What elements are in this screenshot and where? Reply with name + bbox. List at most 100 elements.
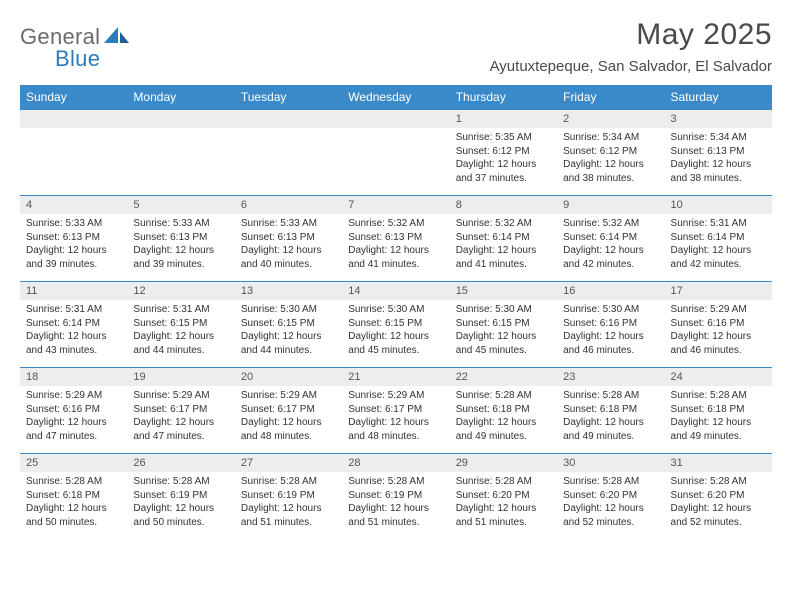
- calendar-day-cell: 20Sunrise: 5:29 AMSunset: 6:17 PMDayligh…: [235, 367, 342, 453]
- day-number: 27: [235, 454, 342, 472]
- day-number: 1: [450, 110, 557, 128]
- sunset-text: Sunset: 6:20 PM: [456, 489, 551, 503]
- sunset-text: Sunset: 6:18 PM: [563, 403, 658, 417]
- calendar-day-cell: 9Sunrise: 5:32 AMSunset: 6:14 PMDaylight…: [557, 195, 664, 281]
- weekday-header: Tuesday: [235, 85, 342, 109]
- sunrise-text: Sunrise: 5:35 AM: [456, 131, 551, 145]
- sunrise-text: Sunrise: 5:29 AM: [671, 303, 766, 317]
- sunset-text: Sunset: 6:15 PM: [133, 317, 228, 331]
- calendar-day-cell: 26Sunrise: 5:28 AMSunset: 6:19 PMDayligh…: [127, 453, 234, 539]
- weekday-header: Saturday: [665, 85, 772, 109]
- sunrise-text: Sunrise: 5:28 AM: [456, 389, 551, 403]
- daylight-text: Daylight: 12 hours and 49 minutes.: [563, 416, 658, 443]
- day-number: 14: [342, 282, 449, 300]
- day-details: Sunrise: 5:31 AMSunset: 6:14 PMDaylight:…: [665, 214, 772, 275]
- calendar-day-cell: 19Sunrise: 5:29 AMSunset: 6:17 PMDayligh…: [127, 367, 234, 453]
- day-number: 16: [557, 282, 664, 300]
- day-details: Sunrise: 5:28 AMSunset: 6:19 PMDaylight:…: [235, 472, 342, 533]
- calendar-day-cell: 27Sunrise: 5:28 AMSunset: 6:19 PMDayligh…: [235, 453, 342, 539]
- sunset-text: Sunset: 6:14 PM: [456, 231, 551, 245]
- day-details: Sunrise: 5:28 AMSunset: 6:18 PMDaylight:…: [20, 472, 127, 533]
- day-details: Sunrise: 5:28 AMSunset: 6:18 PMDaylight:…: [450, 386, 557, 447]
- sunrise-text: Sunrise: 5:31 AM: [26, 303, 121, 317]
- logo-text-blue: Blue: [55, 46, 100, 72]
- day-number: 30: [557, 454, 664, 472]
- calendar-day-cell: 8Sunrise: 5:32 AMSunset: 6:14 PMDaylight…: [450, 195, 557, 281]
- day-number: 10: [665, 196, 772, 214]
- sunrise-text: Sunrise: 5:29 AM: [348, 389, 443, 403]
- calendar-day-cell: 7Sunrise: 5:32 AMSunset: 6:13 PMDaylight…: [342, 195, 449, 281]
- daylight-text: Daylight: 12 hours and 49 minutes.: [456, 416, 551, 443]
- sunset-text: Sunset: 6:15 PM: [348, 317, 443, 331]
- day-details: Sunrise: 5:34 AMSunset: 6:13 PMDaylight:…: [665, 128, 772, 189]
- calendar-day-cell: [20, 109, 127, 195]
- day-number: 28: [342, 454, 449, 472]
- day-number: 19: [127, 368, 234, 386]
- sunrise-text: Sunrise: 5:33 AM: [26, 217, 121, 231]
- calendar-header-row: Sunday Monday Tuesday Wednesday Thursday…: [20, 85, 772, 109]
- sunset-text: Sunset: 6:16 PM: [563, 317, 658, 331]
- day-number: 11: [20, 282, 127, 300]
- day-number: 18: [20, 368, 127, 386]
- daylight-text: Daylight: 12 hours and 39 minutes.: [133, 244, 228, 271]
- page: General Blue May 2025 Ayutuxtepeque, San…: [0, 0, 792, 539]
- day-number: 24: [665, 368, 772, 386]
- day-number: 8: [450, 196, 557, 214]
- day-details: Sunrise: 5:30 AMSunset: 6:16 PMDaylight:…: [557, 300, 664, 361]
- sunrise-text: Sunrise: 5:30 AM: [563, 303, 658, 317]
- calendar-day-cell: 22Sunrise: 5:28 AMSunset: 6:18 PMDayligh…: [450, 367, 557, 453]
- calendar-day-cell: 29Sunrise: 5:28 AMSunset: 6:20 PMDayligh…: [450, 453, 557, 539]
- calendar-table: Sunday Monday Tuesday Wednesday Thursday…: [20, 85, 772, 539]
- sunrise-text: Sunrise: 5:30 AM: [456, 303, 551, 317]
- day-details: Sunrise: 5:28 AMSunset: 6:18 PMDaylight:…: [665, 386, 772, 447]
- day-number: [127, 110, 234, 128]
- calendar-day-cell: 17Sunrise: 5:29 AMSunset: 6:16 PMDayligh…: [665, 281, 772, 367]
- calendar-day-cell: 31Sunrise: 5:28 AMSunset: 6:20 PMDayligh…: [665, 453, 772, 539]
- weekday-header: Monday: [127, 85, 234, 109]
- location: Ayutuxtepeque, San Salvador, El Salvador: [490, 58, 772, 75]
- calendar-day-cell: 24Sunrise: 5:28 AMSunset: 6:18 PMDayligh…: [665, 367, 772, 453]
- logo-sail-icon: [104, 25, 130, 50]
- sunrise-text: Sunrise: 5:31 AM: [671, 217, 766, 231]
- day-details: Sunrise: 5:28 AMSunset: 6:18 PMDaylight:…: [557, 386, 664, 447]
- daylight-text: Daylight: 12 hours and 51 minutes.: [456, 502, 551, 529]
- header: General Blue May 2025 Ayutuxtepeque, San…: [20, 18, 772, 75]
- sunrise-text: Sunrise: 5:28 AM: [241, 475, 336, 489]
- calendar-day-cell: 10Sunrise: 5:31 AMSunset: 6:14 PMDayligh…: [665, 195, 772, 281]
- sunset-text: Sunset: 6:18 PM: [456, 403, 551, 417]
- day-details: Sunrise: 5:30 AMSunset: 6:15 PMDaylight:…: [450, 300, 557, 361]
- sunrise-text: Sunrise: 5:28 AM: [563, 475, 658, 489]
- day-number: 17: [665, 282, 772, 300]
- sunset-text: Sunset: 6:17 PM: [241, 403, 336, 417]
- day-details: Sunrise: 5:29 AMSunset: 6:16 PMDaylight:…: [20, 386, 127, 447]
- sunrise-text: Sunrise: 5:32 AM: [456, 217, 551, 231]
- day-details: Sunrise: 5:33 AMSunset: 6:13 PMDaylight:…: [235, 214, 342, 275]
- sunset-text: Sunset: 6:14 PM: [671, 231, 766, 245]
- day-details: Sunrise: 5:34 AMSunset: 6:12 PMDaylight:…: [557, 128, 664, 189]
- sunset-text: Sunset: 6:15 PM: [456, 317, 551, 331]
- calendar-week-row: 11Sunrise: 5:31 AMSunset: 6:14 PMDayligh…: [20, 281, 772, 367]
- day-details: Sunrise: 5:31 AMSunset: 6:15 PMDaylight:…: [127, 300, 234, 361]
- weekday-header: Thursday: [450, 85, 557, 109]
- weekday-header: Friday: [557, 85, 664, 109]
- sunset-text: Sunset: 6:13 PM: [26, 231, 121, 245]
- calendar-body: 1 Sunrise: 5:35 AM Sunset: 6:12 PM Daylight…: [20, 109, 772, 539]
- sunset-text: Sunset: 6:14 PM: [563, 231, 658, 245]
- day-details: Sunrise: 5:29 AMSunset: 6:17 PMDaylight:…: [342, 386, 449, 447]
- sunset-text: Sunset: 6:18 PM: [671, 403, 766, 417]
- sunrise-text: Sunrise: 5:28 AM: [671, 389, 766, 403]
- daylight-text: Daylight: 12 hours and 38 minutes.: [671, 158, 766, 185]
- day-number: 6: [235, 196, 342, 214]
- daylight-text: Daylight: 12 hours and 41 minutes.: [348, 244, 443, 271]
- day-number: 4: [20, 196, 127, 214]
- day-details: Sunrise: 5:28 AMSunset: 6:19 PMDaylight:…: [127, 472, 234, 533]
- calendar-day-cell: [342, 109, 449, 195]
- day-number: 20: [235, 368, 342, 386]
- calendar-day-cell: 4Sunrise: 5:33 AMSunset: 6:13 PMDaylight…: [20, 195, 127, 281]
- sunrise-text: Sunrise: 5:29 AM: [241, 389, 336, 403]
- sunset-text: Sunset: 6:12 PM: [563, 145, 658, 159]
- day-details: Sunrise: 5:31 AMSunset: 6:14 PMDaylight:…: [20, 300, 127, 361]
- day-number: 21: [342, 368, 449, 386]
- sunset-text: Sunset: 6:15 PM: [241, 317, 336, 331]
- calendar-day-cell: 5Sunrise: 5:33 AMSunset: 6:13 PMDaylight…: [127, 195, 234, 281]
